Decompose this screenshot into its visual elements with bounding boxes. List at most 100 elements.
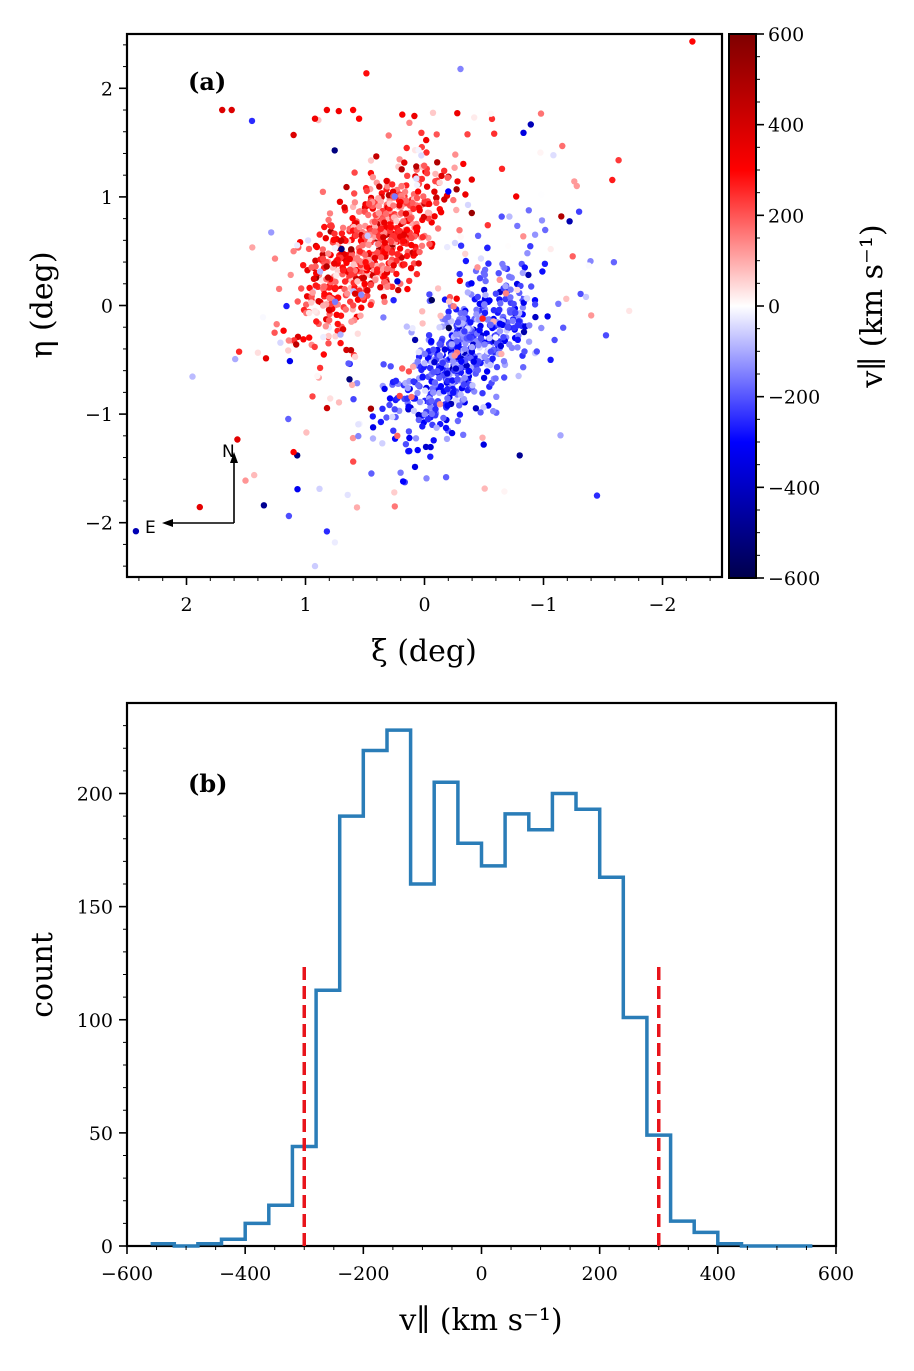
scatter-point <box>352 232 359 239</box>
scatter-point <box>539 268 546 275</box>
scatter-point <box>483 368 491 375</box>
scatter-point <box>514 336 521 343</box>
scatter-point <box>430 369 437 376</box>
scatter-point <box>375 240 382 248</box>
scatter-point <box>365 241 372 248</box>
scatter-point <box>444 174 451 181</box>
scatter-point <box>484 244 491 252</box>
scatter-point <box>398 182 405 190</box>
scatter-point <box>290 448 297 456</box>
scatter-point <box>433 194 440 201</box>
panel-b-x-axis-label: v∥ (km s⁻¹) <box>398 1303 562 1338</box>
colorbar-tick-label: −600 <box>768 568 820 590</box>
scatter-point <box>381 385 388 393</box>
scatter-point <box>453 295 460 302</box>
scatter-point <box>331 298 339 305</box>
scatter-point <box>387 224 395 231</box>
scatter-point <box>575 208 583 215</box>
scatter-point <box>481 353 488 360</box>
scatter-point <box>460 431 467 438</box>
scatter-point <box>464 289 471 296</box>
scatter-point <box>525 207 532 214</box>
scatter-point <box>350 396 357 403</box>
scatter-point <box>519 269 526 277</box>
scatter-point <box>469 382 476 389</box>
scatter-point <box>367 405 375 412</box>
scatter-point <box>468 176 475 183</box>
scatter-point <box>277 339 284 346</box>
colorbar: 600 400 200 0 −200 −400 −600 v∥ (km s⁻¹) <box>728 24 890 590</box>
scatter-point <box>507 286 514 293</box>
scatter-point <box>427 443 434 451</box>
scatter-point <box>316 364 324 372</box>
scatter-point <box>462 191 469 198</box>
scatter-point <box>560 324 567 331</box>
scatter-point <box>524 250 531 257</box>
scatter-point <box>485 260 492 267</box>
scatter-point <box>480 441 487 448</box>
scatter-point <box>462 250 469 257</box>
scatter-point <box>415 146 422 154</box>
x-tick-label: 400 <box>700 1263 736 1285</box>
scatter-point <box>430 346 437 353</box>
scatter-point <box>428 296 435 304</box>
scatter-point <box>411 112 418 120</box>
scatter-point <box>335 107 342 115</box>
scatter-point <box>377 225 385 232</box>
scatter-point <box>502 290 510 297</box>
scatter-point <box>454 319 462 326</box>
scatter-point <box>500 358 508 365</box>
scatter-point <box>379 440 386 447</box>
scatter-point <box>438 172 445 180</box>
scatter-point <box>421 350 428 358</box>
scatter-point <box>285 415 292 423</box>
compass: N E <box>145 442 238 538</box>
scatter-point <box>369 244 377 252</box>
scatter-point <box>362 259 369 266</box>
scatter-point <box>371 254 378 262</box>
scatter-point <box>480 374 488 382</box>
scatter-point <box>450 196 457 204</box>
scatter-point <box>353 380 361 387</box>
scatter-point <box>452 397 459 404</box>
scatter-point <box>312 282 319 289</box>
x-tick-label: 2 <box>180 594 192 616</box>
scatter-point <box>461 310 468 317</box>
scatter-point <box>609 176 616 184</box>
scatter-point <box>419 308 426 315</box>
scatter-point <box>525 271 532 279</box>
scatter-point <box>331 260 338 267</box>
scatter-point <box>397 469 404 476</box>
scatter-point <box>531 231 539 238</box>
scatter-point <box>472 405 480 412</box>
scatter-point <box>419 374 426 381</box>
scatter-point <box>353 255 361 262</box>
scatter-point <box>468 348 476 355</box>
scatter-point <box>325 250 332 257</box>
scatter-point <box>442 424 450 432</box>
scatter-point <box>426 200 433 208</box>
scatter-point <box>189 373 196 380</box>
scatter-point <box>444 377 451 385</box>
scatter-point <box>358 291 365 298</box>
scatter-point <box>396 227 403 235</box>
compass-east-label: E <box>145 518 156 538</box>
scatter-point <box>430 389 437 396</box>
scatter-point <box>423 170 431 177</box>
scatter-point <box>454 178 461 185</box>
scatter-point <box>547 356 554 363</box>
scatter-point <box>413 270 421 278</box>
scatter-point <box>477 255 485 262</box>
scatter-point <box>425 332 433 339</box>
scatter-point <box>498 350 505 358</box>
panel-b: −600 −400 −200 0 200 400 600 0 50 100 150 200 (b) v… <box>25 701 854 1338</box>
scatter-point <box>414 358 421 365</box>
scatter-point <box>314 372 321 380</box>
scatter-point <box>405 403 412 410</box>
scatter-point <box>415 204 423 212</box>
scatter-point <box>389 181 396 188</box>
scatter-point <box>399 478 407 485</box>
scatter-point <box>444 385 451 393</box>
scatter-point <box>426 241 433 248</box>
scatter-point <box>541 260 549 267</box>
